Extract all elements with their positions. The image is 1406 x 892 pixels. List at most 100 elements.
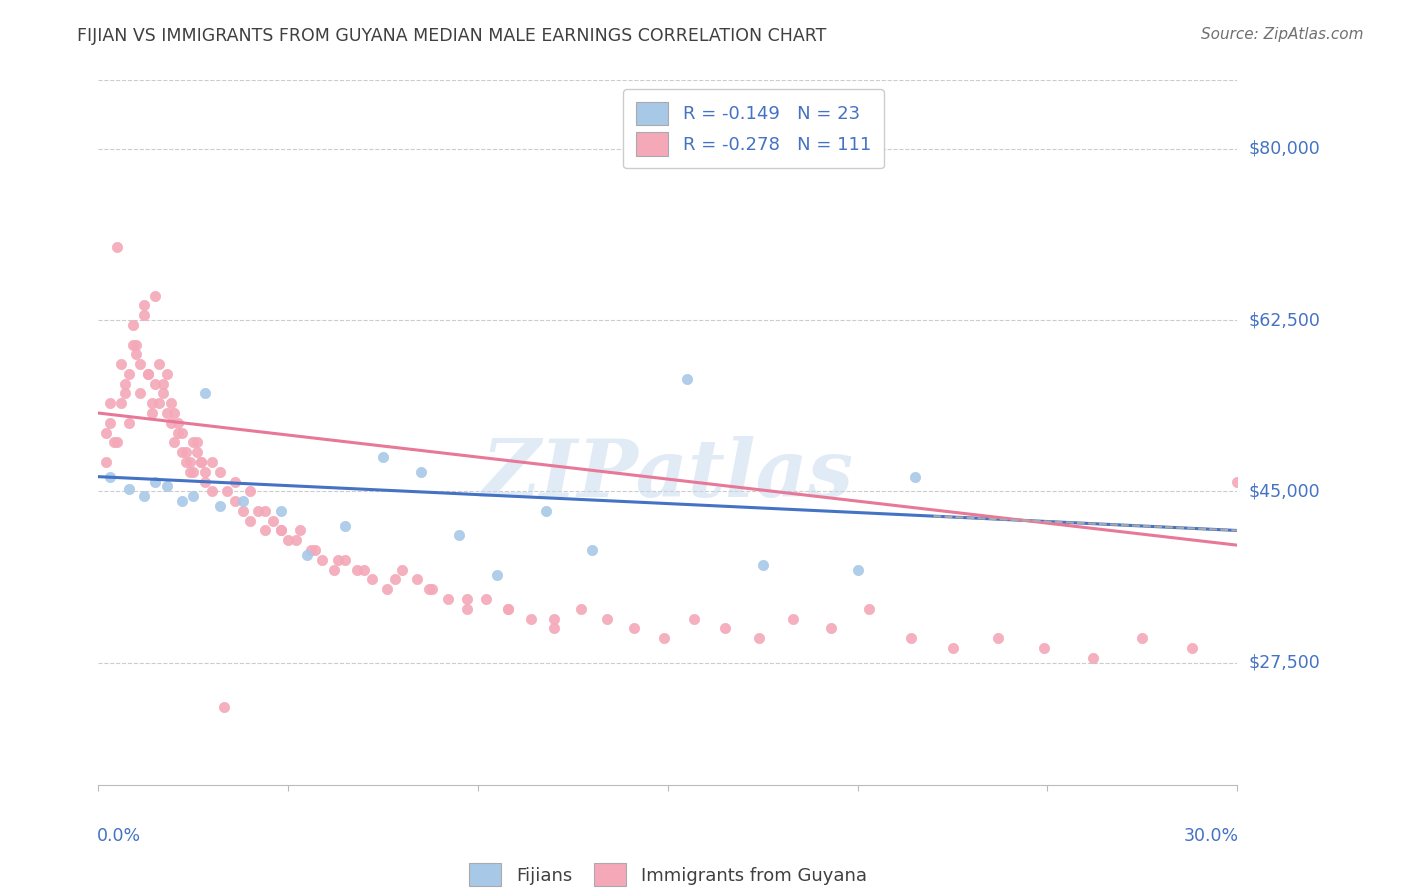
Point — [270, 524, 292, 538]
Point — [987, 631, 1010, 645]
Point — [136, 367, 159, 381]
Point — [194, 475, 217, 489]
Point — [121, 337, 143, 351]
Point — [623, 621, 645, 635]
Point — [110, 357, 132, 371]
Point — [406, 573, 429, 587]
Point — [326, 553, 349, 567]
Point — [246, 504, 269, 518]
Point — [107, 240, 129, 254]
Point — [335, 553, 357, 567]
Point — [297, 548, 319, 562]
Point — [676, 372, 699, 386]
Point — [125, 347, 148, 361]
Point — [1226, 475, 1249, 489]
Point — [201, 484, 224, 499]
Point — [752, 558, 775, 572]
Point — [346, 563, 368, 577]
Point — [163, 406, 186, 420]
Point — [129, 386, 152, 401]
Point — [186, 435, 208, 450]
Point — [284, 533, 307, 548]
Point — [277, 533, 299, 548]
Point — [201, 455, 224, 469]
Point — [136, 367, 159, 381]
Point — [212, 699, 235, 714]
Point — [208, 465, 231, 479]
Point — [141, 406, 163, 420]
Point — [159, 396, 181, 410]
Point — [129, 357, 152, 371]
Point — [900, 631, 922, 645]
Point — [543, 621, 565, 635]
Point — [371, 450, 394, 464]
Point — [288, 524, 311, 538]
Point — [683, 611, 706, 625]
Point — [183, 465, 205, 479]
Point — [714, 621, 737, 635]
Point — [270, 504, 292, 518]
Point — [520, 611, 543, 625]
Point — [942, 640, 965, 655]
Point — [581, 543, 603, 558]
Point — [174, 455, 197, 469]
Point — [353, 563, 375, 577]
Point — [132, 308, 155, 322]
Point — [748, 631, 770, 645]
Point — [322, 563, 344, 577]
Point — [360, 573, 382, 587]
Point — [208, 499, 231, 513]
Point — [107, 435, 129, 450]
Point — [170, 494, 193, 508]
Point — [152, 386, 174, 401]
Point — [163, 435, 186, 450]
Point — [254, 524, 277, 538]
Point — [179, 465, 201, 479]
Point — [304, 543, 326, 558]
Point — [103, 435, 125, 450]
Point — [179, 455, 201, 469]
Text: 30.0%: 30.0% — [1184, 827, 1239, 846]
Point — [449, 528, 471, 542]
Text: $45,000: $45,000 — [1249, 483, 1320, 500]
Point — [156, 367, 179, 381]
Point — [436, 592, 458, 607]
Point — [98, 416, 121, 430]
Point — [190, 455, 212, 469]
Point — [820, 621, 842, 635]
Point — [543, 611, 565, 625]
Point — [569, 602, 592, 616]
Point — [94, 455, 117, 469]
Point — [456, 592, 478, 607]
Point — [239, 514, 262, 528]
Point — [183, 435, 205, 450]
Point — [1032, 640, 1054, 655]
Point — [904, 469, 927, 483]
Point — [145, 376, 167, 391]
Point — [148, 357, 170, 371]
Point — [422, 582, 444, 597]
Text: FIJIAN VS IMMIGRANTS FROM GUYANA MEDIAN MALE EARNINGS CORRELATION CHART: FIJIAN VS IMMIGRANTS FROM GUYANA MEDIAN … — [77, 27, 827, 45]
Point — [159, 416, 181, 430]
Text: $62,500: $62,500 — [1249, 311, 1320, 329]
Point — [299, 543, 322, 558]
Point — [94, 425, 117, 440]
Point — [125, 337, 148, 351]
Point — [145, 475, 167, 489]
Point — [152, 376, 174, 391]
Point — [375, 582, 398, 597]
Point — [132, 489, 155, 503]
Point — [170, 425, 193, 440]
Point — [239, 484, 262, 499]
Point — [536, 504, 558, 518]
Point — [858, 602, 880, 616]
Point — [262, 514, 284, 528]
Point — [98, 396, 121, 410]
Point — [224, 494, 246, 508]
Point — [1181, 640, 1204, 655]
Point — [411, 465, 433, 479]
Point — [311, 553, 333, 567]
Point — [224, 475, 246, 489]
Point — [141, 396, 163, 410]
Point — [121, 318, 143, 332]
